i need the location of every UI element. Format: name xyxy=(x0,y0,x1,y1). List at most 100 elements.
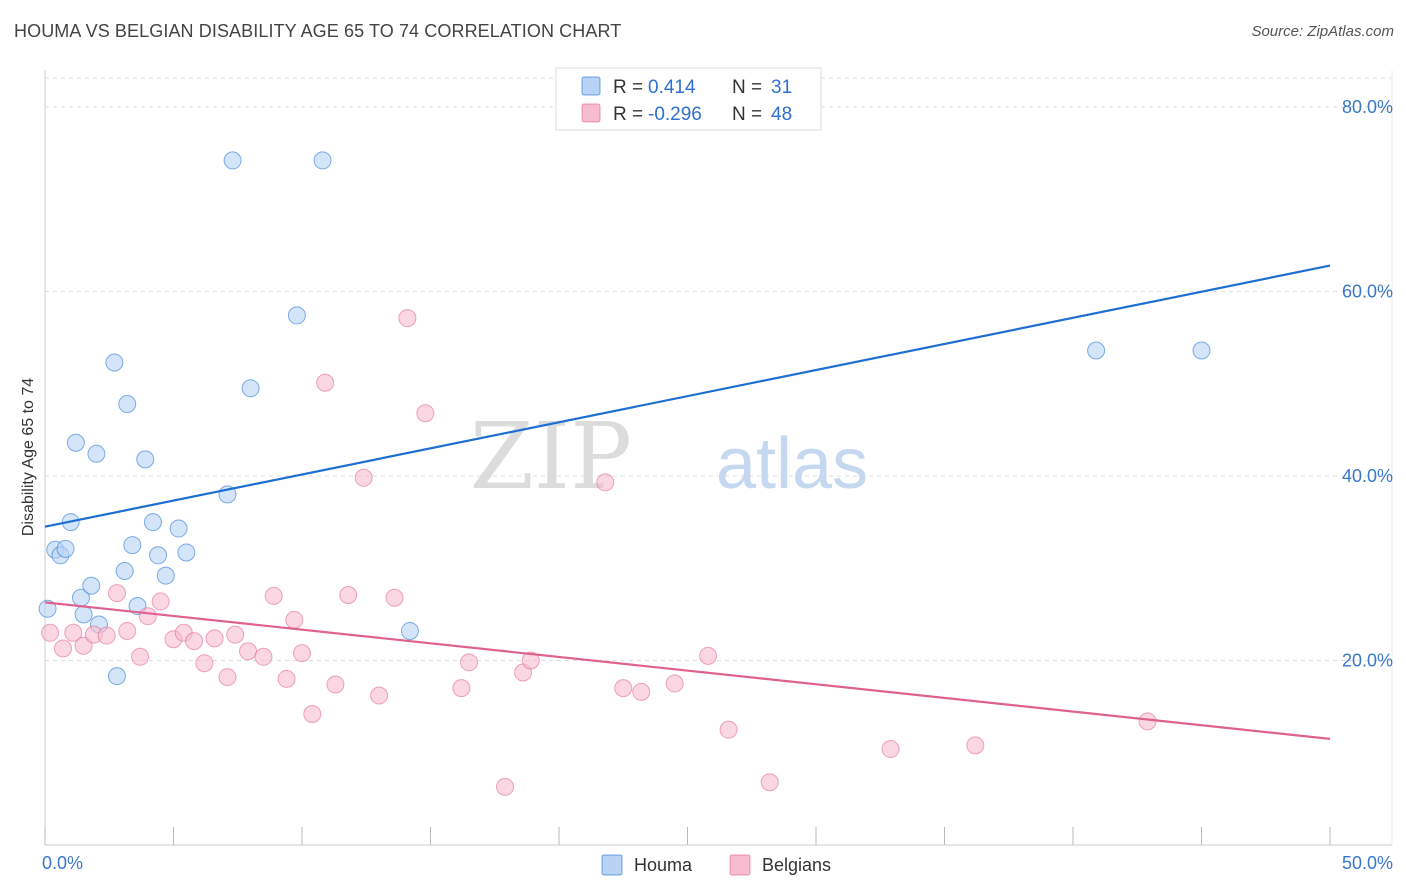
legend-swatch-houma xyxy=(601,854,623,876)
y-tick-label: 40.0% xyxy=(1342,466,1393,486)
watermark-atlas: atlas xyxy=(716,424,868,504)
stats-r-label: R = xyxy=(613,77,643,98)
point-belgians-16 xyxy=(218,668,237,687)
point-houma-27 xyxy=(313,151,332,170)
watermark: ZIP atlas xyxy=(470,403,868,510)
point-belgians-31 xyxy=(398,309,417,328)
point-houma-3 xyxy=(56,539,75,558)
point-houma-22 xyxy=(177,543,196,562)
point-belgians-24 xyxy=(303,704,322,723)
point-belgians-20 xyxy=(264,586,283,605)
point-belgians-8 xyxy=(131,647,150,666)
point-belgians-25 xyxy=(316,373,335,392)
point-belgians-35 xyxy=(496,777,515,796)
point-houma-24 xyxy=(223,151,242,170)
trend-line-belgians xyxy=(44,601,1331,740)
point-belgians-47 xyxy=(1138,712,1157,731)
point-belgians-22 xyxy=(285,610,304,629)
point-belgians-37 xyxy=(521,651,540,670)
point-houma-30 xyxy=(1192,341,1211,360)
legend-label-belgians: Belgians xyxy=(762,855,831,875)
stats-swatch-belgians xyxy=(581,103,601,123)
point-houma-19 xyxy=(149,546,168,565)
point-belgians-17 xyxy=(226,625,245,644)
y-tick-label: 80.0% xyxy=(1342,97,1393,117)
point-belgians-0 xyxy=(41,623,60,642)
x-tick-label: 50.0% xyxy=(1342,853,1393,873)
stats-n-value: 48 xyxy=(771,104,792,125)
gridlines xyxy=(45,77,1392,661)
source-label: Source: ZipAtlas.com xyxy=(1251,23,1394,40)
y-axis-title: Disability Age 65 to 74 xyxy=(20,378,37,536)
point-belgians-43 xyxy=(719,720,738,739)
point-houma-21 xyxy=(169,519,188,538)
point-belgians-1 xyxy=(53,639,72,658)
legend: Houma Belgians xyxy=(601,854,831,876)
point-belgians-29 xyxy=(370,686,389,705)
point-houma-5 xyxy=(66,433,85,452)
point-belgians-28 xyxy=(354,468,373,487)
point-belgians-34 xyxy=(460,653,479,672)
point-belgians-33 xyxy=(452,679,471,698)
stats-r-value: -0.296 xyxy=(648,104,702,125)
y-tick-label: 20.0% xyxy=(1342,650,1393,670)
point-belgians-2 xyxy=(64,623,83,642)
point-belgians-14 xyxy=(195,654,214,673)
point-belgians-30 xyxy=(385,588,404,607)
point-belgians-42 xyxy=(699,646,718,665)
point-belgians-44 xyxy=(760,773,779,792)
point-belgians-41 xyxy=(665,674,684,693)
trend-lines xyxy=(44,264,1331,740)
stats-n-value: 31 xyxy=(771,77,792,98)
point-houma-14 xyxy=(118,394,137,413)
point-belgians-40 xyxy=(632,682,651,701)
stats-r-label: R = xyxy=(613,104,643,125)
point-belgians-18 xyxy=(239,642,258,661)
point-belgians-39 xyxy=(614,679,633,698)
point-houma-7 xyxy=(74,605,93,624)
point-houma-29 xyxy=(1087,341,1106,360)
chart-title: HOUMA VS BELGIAN DISABILITY AGE 65 TO 74… xyxy=(14,21,622,41)
point-belgians-9 xyxy=(138,607,157,626)
stats-r-value: 0.414 xyxy=(648,77,696,98)
watermark-zip: ZIP xyxy=(470,403,632,510)
point-belgians-27 xyxy=(339,585,358,604)
data-points xyxy=(38,151,1211,796)
point-houma-26 xyxy=(287,306,306,325)
point-belgians-45 xyxy=(881,740,900,759)
point-houma-20 xyxy=(156,566,175,585)
y-tick-label: 60.0% xyxy=(1342,281,1393,301)
point-belgians-6 xyxy=(107,584,126,603)
point-belgians-7 xyxy=(118,621,137,640)
stats-n-label: N = xyxy=(732,104,762,125)
stats-swatch-houma xyxy=(581,76,601,96)
point-belgians-3 xyxy=(74,636,93,655)
point-houma-11 xyxy=(105,353,124,372)
point-belgians-13 xyxy=(185,632,204,651)
y-tick-labels: 20.0% 40.0% 60.0% 80.0% xyxy=(1342,97,1393,671)
legend-label-houma: Houma xyxy=(634,855,693,875)
legend-swatch-belgians xyxy=(729,854,751,876)
point-houma-18 xyxy=(143,513,162,532)
axes xyxy=(44,70,1393,846)
point-houma-13 xyxy=(115,561,134,580)
point-houma-0 xyxy=(38,599,57,618)
point-belgians-46 xyxy=(966,736,985,755)
stats-n-label: N = xyxy=(732,77,762,98)
point-belgians-19 xyxy=(254,647,273,666)
point-belgians-32 xyxy=(416,404,435,423)
point-belgians-23 xyxy=(293,644,311,663)
stats-box: R = 0.414 N = 31 R = -0.296 N = 48 xyxy=(555,67,822,131)
point-houma-9 xyxy=(87,444,106,463)
trend-line-houma xyxy=(44,264,1331,528)
point-belgians-38 xyxy=(596,473,615,492)
point-houma-28 xyxy=(400,621,419,640)
x-tick-label: 0.0% xyxy=(42,853,83,873)
point-houma-15 xyxy=(123,536,142,555)
point-houma-12 xyxy=(107,667,126,686)
point-houma-25 xyxy=(241,379,260,398)
point-houma-8 xyxy=(82,576,101,595)
point-belgians-26 xyxy=(326,675,345,694)
point-belgians-21 xyxy=(277,669,296,688)
